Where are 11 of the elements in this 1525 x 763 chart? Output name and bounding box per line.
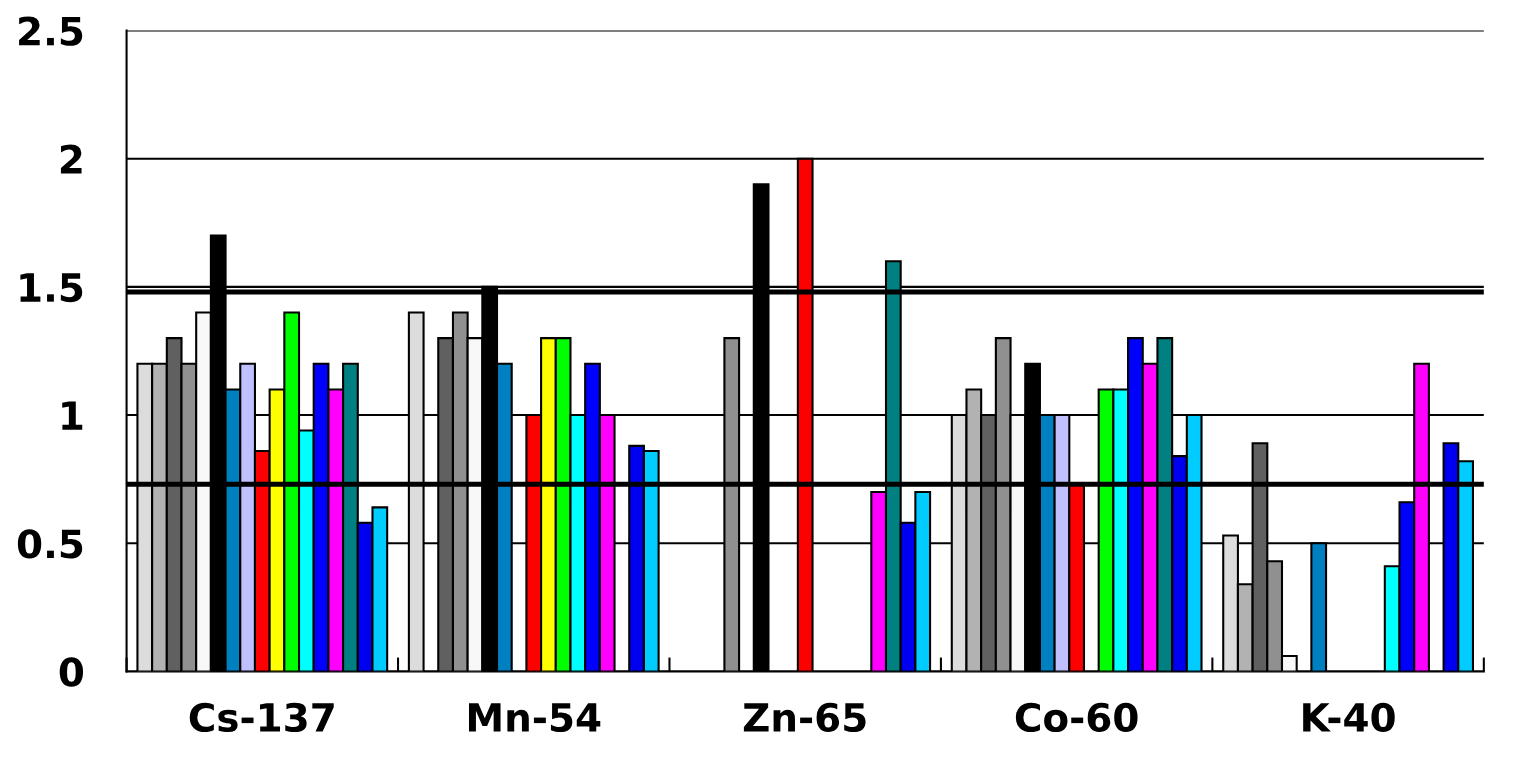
x-tick-label: Co-60: [1015, 702, 1138, 733]
y-tick-label: 2: [60, 144, 82, 174]
y-tick-label: 1.5: [20, 273, 83, 303]
x-tick-label: Zn-65: [743, 702, 866, 733]
y-tick-label: 2.5: [19, 16, 83, 46]
y-tick-label: 0.5: [17, 529, 83, 559]
x-tick-label: K-40: [1303, 702, 1395, 733]
y-tick-label: 0: [59, 657, 84, 687]
y-tick-label: 1: [62, 401, 83, 430]
x-tick-label: Cs-137: [189, 702, 334, 733]
x-tick-label: Mn-54: [469, 703, 601, 733]
